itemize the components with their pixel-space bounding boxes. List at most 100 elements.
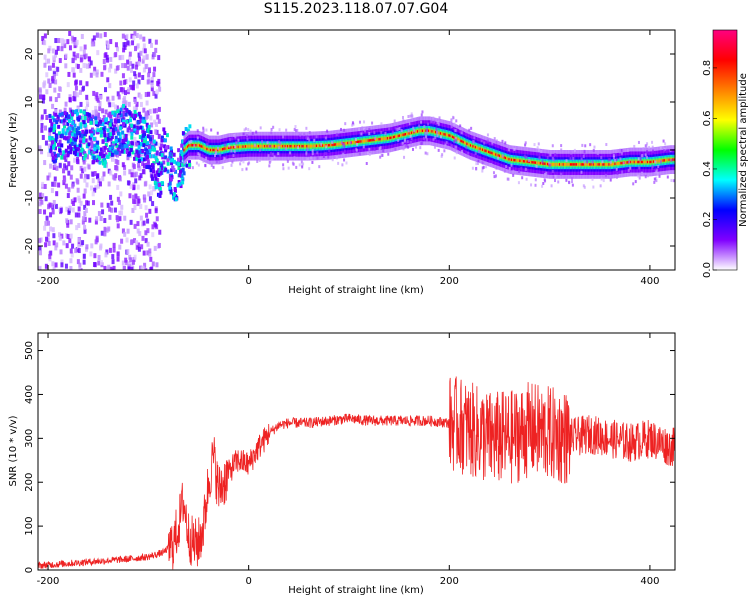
heatmap-cell xyxy=(349,141,352,145)
heatmap-cell xyxy=(95,149,99,154)
heatmap-cell xyxy=(56,142,60,147)
heatmap-cell xyxy=(655,170,658,174)
heatmap-cell xyxy=(84,53,88,59)
heatmap-cell xyxy=(92,262,96,268)
heatmap-cell xyxy=(324,143,326,147)
heatmap-cell xyxy=(51,181,55,187)
heatmap-cell xyxy=(248,161,251,165)
heatmap-cell xyxy=(373,147,376,151)
heatmap-cell xyxy=(560,162,562,166)
heatmap-cell xyxy=(148,154,152,159)
heatmap-cell xyxy=(108,122,112,127)
heatmap-cell xyxy=(548,161,551,165)
heatmap-cell xyxy=(137,162,141,168)
heatmap-cell xyxy=(44,242,48,248)
heatmap-cell xyxy=(113,150,117,155)
heatmap-cell xyxy=(172,195,176,200)
heatmap-cell xyxy=(100,130,104,135)
heatmap-cell xyxy=(140,139,144,144)
heatmap-cell xyxy=(282,135,285,139)
heatmap-cell xyxy=(437,148,440,152)
heatmap-cell xyxy=(306,147,309,151)
heatmap-cell xyxy=(52,118,56,123)
heatmap-cell xyxy=(657,159,660,163)
heatmap-cell xyxy=(233,145,236,149)
heatmap-cell xyxy=(96,146,100,151)
spectrogram-image xyxy=(38,30,675,270)
heatmap-cell xyxy=(409,114,412,118)
heatmap-cell xyxy=(51,227,55,233)
heatmap-cell xyxy=(58,148,62,153)
heatmap-cell xyxy=(272,125,275,129)
heatmap-cell xyxy=(99,119,103,124)
heatmap-cell xyxy=(53,162,57,168)
heatmap-cell xyxy=(641,154,644,158)
heatmap-cell xyxy=(76,116,80,121)
heatmap-cell xyxy=(63,155,67,160)
heatmap-cell xyxy=(103,226,107,232)
heatmap-cell xyxy=(373,131,376,135)
heatmap-cell xyxy=(135,156,139,161)
heatmap-cell xyxy=(181,180,185,185)
heatmap-cell xyxy=(411,147,414,151)
heatmap-cell xyxy=(454,137,457,141)
heatmap-cell xyxy=(507,148,510,152)
spectrogram-x-axis-label: Height of straight line (km) xyxy=(288,285,424,296)
heatmap-cell xyxy=(66,150,70,155)
heatmap-cell xyxy=(93,66,97,72)
heatmap-cell xyxy=(311,149,314,153)
heatmap-cell xyxy=(343,128,346,132)
heatmap-cell xyxy=(191,130,194,134)
heatmap-cell xyxy=(99,33,103,39)
heatmap-cell xyxy=(123,170,127,176)
heatmap-cell xyxy=(670,158,673,162)
heatmap-cell xyxy=(146,79,150,85)
heatmap-cell xyxy=(259,148,262,152)
heatmap-cell xyxy=(242,160,245,164)
heatmap-cell xyxy=(144,268,148,270)
heatmap-cell xyxy=(149,168,153,173)
heatmap-cell xyxy=(243,128,246,132)
spectrogram-x-tick-label: 200 xyxy=(440,276,459,287)
heatmap-cell xyxy=(238,158,241,162)
heatmap-cell xyxy=(317,144,319,148)
heatmap-cell xyxy=(475,167,478,171)
heatmap-cell xyxy=(243,145,245,148)
heatmap-cell xyxy=(636,160,638,164)
heatmap-cell xyxy=(154,47,158,53)
heatmap-cell xyxy=(67,114,71,119)
heatmap-cell xyxy=(123,231,127,237)
heatmap-cell xyxy=(91,120,95,126)
figure-title: S115.2023.118.07.07.G04 xyxy=(263,1,449,17)
heatmap-cell xyxy=(138,175,142,181)
heatmap-cell xyxy=(94,109,98,115)
heatmap-cell xyxy=(607,162,609,166)
heatmap-cell xyxy=(147,67,151,73)
heatmap-cell xyxy=(79,67,83,73)
heatmap-cell xyxy=(419,146,422,150)
heatmap-cell xyxy=(130,172,134,178)
heatmap-cell xyxy=(651,160,654,164)
heatmap-cell xyxy=(85,182,89,188)
colorbar-gradient xyxy=(713,30,737,270)
heatmap-cell xyxy=(52,159,56,164)
heatmap-cell xyxy=(328,148,331,152)
heatmap-cell xyxy=(612,162,614,166)
heatmap-cell xyxy=(113,112,117,117)
heatmap-cell xyxy=(98,181,102,187)
heatmap-cell xyxy=(628,160,631,164)
heatmap-cell xyxy=(90,143,94,149)
heatmap-cell xyxy=(297,146,300,150)
heatmap-cell xyxy=(556,162,558,166)
heatmap-cell xyxy=(115,165,119,171)
heatmap-cell xyxy=(107,132,111,137)
heatmap-cell xyxy=(128,141,132,147)
heatmap-cell xyxy=(43,109,47,115)
heatmap-cell xyxy=(391,135,394,139)
heatmap-cell xyxy=(101,161,105,166)
heatmap-cell xyxy=(651,167,654,171)
heatmap-cell xyxy=(66,39,70,45)
heatmap-cell xyxy=(47,220,51,226)
heatmap-cell xyxy=(132,35,136,41)
